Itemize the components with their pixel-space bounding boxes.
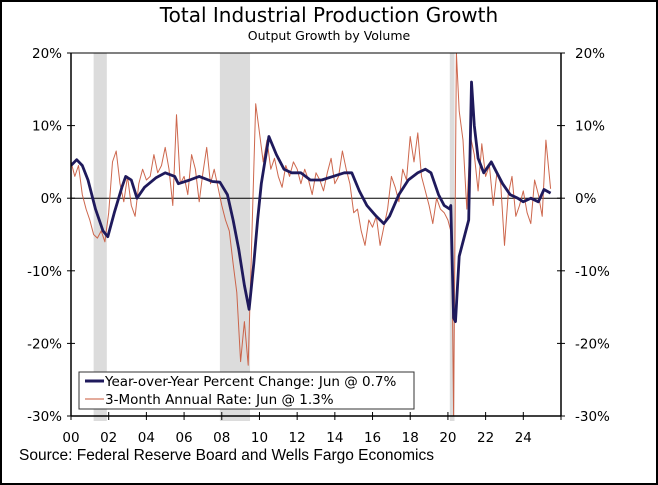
series-line-3month xyxy=(71,53,552,416)
y-tick-label-right: 10% xyxy=(575,119,605,135)
series-line-yoy xyxy=(71,80,552,324)
recession-shading-layer xyxy=(93,53,455,421)
y-tick-label-left: 20% xyxy=(32,46,62,62)
y-tick-label-left: -10% xyxy=(27,264,62,280)
x-tick-label: 22 xyxy=(477,430,494,446)
x-tick-label: 20 xyxy=(439,430,456,446)
recession-bar xyxy=(93,53,107,421)
x-tick-label: 14 xyxy=(326,430,343,446)
y-tick-label-left: -30% xyxy=(27,409,62,425)
x-tick-label: 08 xyxy=(213,430,230,446)
legend-label-yoy: Year-over-Year Percent Change: Jun @ 0.7… xyxy=(104,374,396,390)
legend-label-3month: 3-Month Annual Rate: Jun @ 1.3% xyxy=(105,392,334,408)
x-tick-label: 24 xyxy=(515,430,532,446)
legend: Year-over-Year Percent Change: Jun @ 0.7… xyxy=(78,371,415,410)
axes-layer: 20% 20% 10% 10% 0% 0% -10% -10% -20% -20% -30% -30%… xyxy=(27,46,610,446)
series-layer xyxy=(71,53,552,416)
x-tick-label: 18 xyxy=(402,430,419,446)
x-tick-label: 06 xyxy=(175,430,192,446)
y-tick-label-left: 0% xyxy=(41,191,63,207)
y-tick-label-right: -10% xyxy=(575,264,610,280)
y-tick-label-right: -30% xyxy=(575,409,610,425)
x-tick-label: 16 xyxy=(364,430,381,446)
legend-box xyxy=(78,371,415,410)
y-tick-label-right: 0% xyxy=(575,191,597,207)
x-tick-label: 10 xyxy=(251,430,268,446)
chart-subtitle: Output Growth by Volume xyxy=(247,28,411,43)
chart-title: Total Industrial Production Growth xyxy=(159,3,499,27)
y-tick-label-left: 10% xyxy=(32,119,62,135)
x-tick-label: 04 xyxy=(138,430,155,446)
x-tick-label: 02 xyxy=(100,430,117,446)
y-tick-label-right: -20% xyxy=(575,336,610,352)
x-tick-label: 12 xyxy=(289,430,306,446)
y-tick-label-right: 20% xyxy=(575,46,605,62)
x-tick-label: 00 xyxy=(62,430,79,446)
y-tick-label-left: -20% xyxy=(27,336,62,352)
source-note: Source: Federal Reserve Board and Wells … xyxy=(19,447,434,464)
